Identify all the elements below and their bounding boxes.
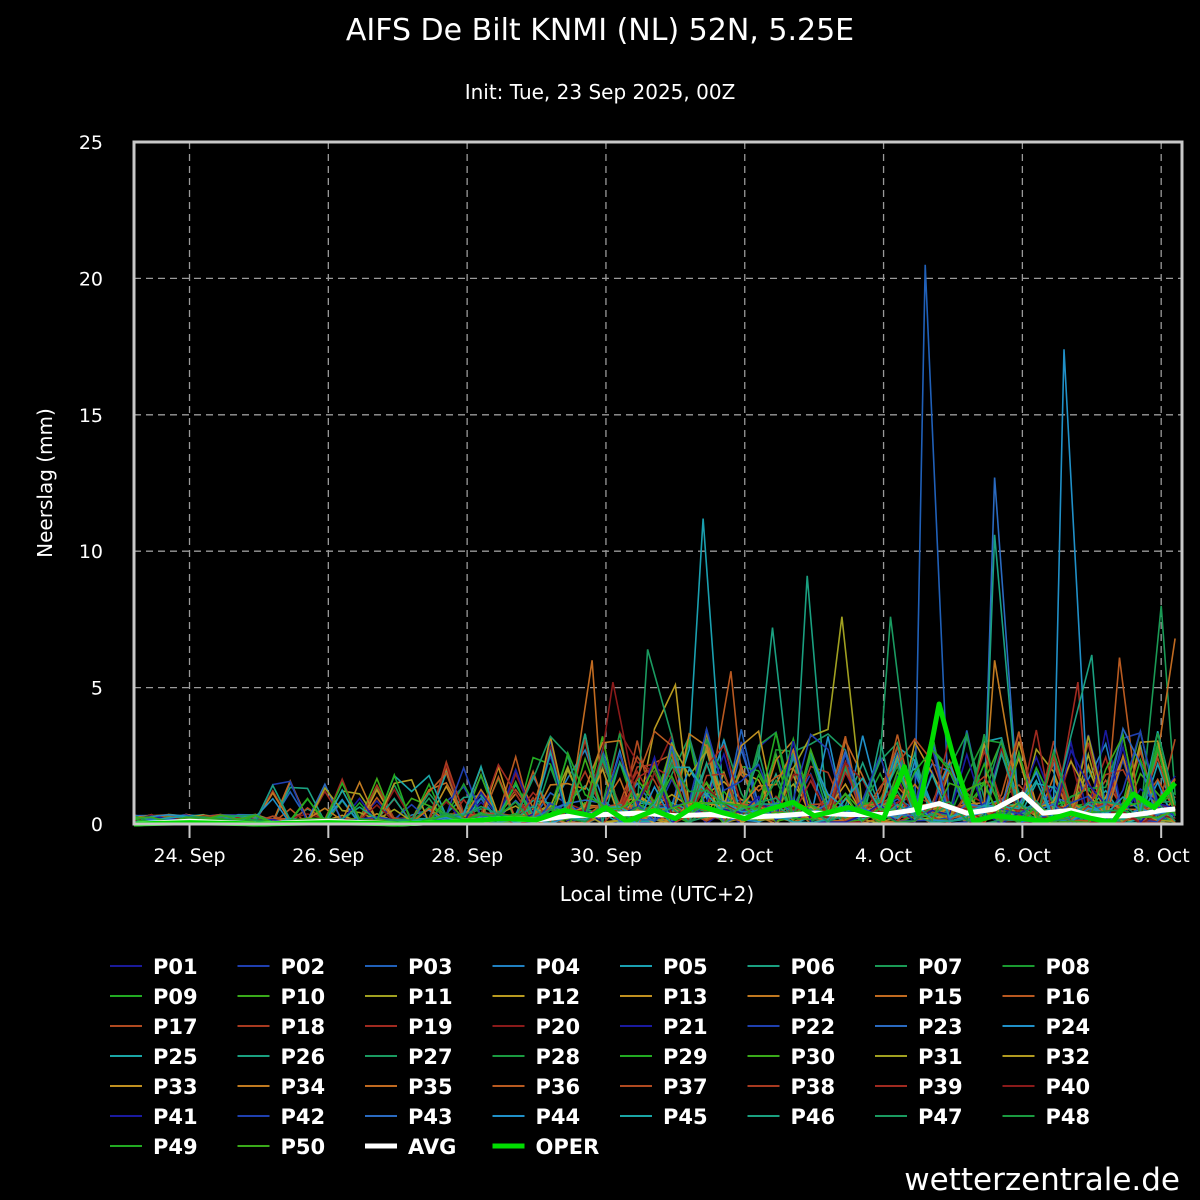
x-tick-label: 26. Sep [292,845,364,867]
series-line-p05 [133,518,1176,825]
legend-label-p31: P31 [918,1045,963,1069]
legend-label-p32: P32 [1046,1045,1091,1069]
legend-label-p36: P36 [536,1075,581,1099]
legend-label-p24: P24 [1046,1015,1091,1039]
legend-label-p18: P18 [281,1015,326,1039]
legend-label-p14: P14 [791,985,836,1009]
legend-label-p09: P09 [153,985,198,1009]
legend-label-p29: P29 [663,1045,708,1069]
y-tick-label: 15 [79,405,103,427]
x-tick-label: 24. Sep [153,845,225,867]
x-tick-label: 30. Sep [570,845,642,867]
grid-lines [134,142,1182,824]
series-line-p49 [133,732,1176,825]
legend-label-p30: P30 [791,1045,836,1069]
legend-label-p10: P10 [281,985,326,1009]
legend-label-p17: P17 [153,1015,198,1039]
highlight-lines [133,701,1178,827]
y-tick-label: 25 [79,132,103,154]
plot-frame [132,140,1184,826]
y-tick-label: 0 [91,814,103,836]
series-line-p03 [133,264,1176,825]
legend-label-p49: P49 [153,1135,198,1159]
legend-label-p03: P03 [408,955,453,979]
x-tick-label: 8. Oct [1133,845,1190,867]
legend-label-p25: P25 [153,1045,198,1069]
y-axis-ticks: 0 5 10 15 20 25 [79,132,103,836]
legend-label-p06: P06 [791,955,836,979]
legend-label-p13: P13 [663,985,708,1009]
y-tick-label: 10 [79,541,103,563]
legend-label-p42: P42 [281,1105,326,1129]
watermark: wetterzentrale.de [904,1162,1180,1198]
legend-label-p35: P35 [408,1075,453,1099]
x-tick-label: 6. Oct [994,845,1051,867]
legend-label-p16: P16 [1046,985,1091,1009]
chart-subtitle: Init: Tue, 23 Sep 2025, 00Z [465,80,736,104]
legend-label-p26: P26 [281,1045,326,1069]
legend-label-p33: P33 [153,1075,198,1099]
series-line-oper [133,701,1178,827]
legend-label-p23: P23 [918,1015,963,1039]
legend-label-p46: P46 [791,1105,836,1129]
legend-label-p40: P40 [1046,1075,1091,1099]
legend-label-p48: P48 [1046,1105,1091,1129]
legend-label-p45: P45 [663,1105,708,1129]
legend-label-p01: P01 [153,955,198,979]
legend-label-p50: P50 [281,1135,326,1159]
x-tick-label: 2. Oct [716,845,773,867]
chart-title: AIFS De Bilt KNMI (NL) 52N, 5.25E [346,13,854,48]
legend-label-p02: P02 [281,955,326,979]
legend: P01 P02 P03 P04 P05 P06 P07 P08 P09 P10 P11 P12 P13 P… [110,955,1090,1159]
x-tick-label: 4. Oct [855,845,912,867]
legend-label-p20: P20 [536,1015,581,1039]
legend-label-p21: P21 [663,1015,708,1039]
legend-label-p39: P39 [918,1075,963,1099]
y-axis-label: Neerslag (mm) [33,408,57,558]
legend-label-p19: P19 [408,1015,453,1039]
legend-label-oper: OPER [536,1135,600,1159]
legend-label-p34: P34 [281,1075,326,1099]
y-tick-label: 5 [91,678,103,700]
legend-label-avg: AVG [408,1135,456,1159]
legend-label-p38: P38 [791,1075,836,1099]
legend-label-p07: P07 [918,955,963,979]
legend-label-p43: P43 [408,1105,453,1129]
x-axis-ticks: 24. Sep 26. Sep 28. Sep 30. Sep 2. Oct 4. Oct… [153,824,1190,867]
legend-label-p37: P37 [663,1075,708,1099]
legend-label-p12: P12 [536,985,581,1009]
legend-label-p05: P05 [663,955,708,979]
legend-label-p08: P08 [1046,955,1091,979]
legend-label-p15: P15 [918,985,963,1009]
legend-label-p22: P22 [791,1015,836,1039]
x-axis-label: Local time (UTC+2) [560,882,754,906]
legend-label-p44: P44 [536,1105,581,1129]
x-tick-label: 28. Sep [431,845,503,867]
ensemble-lines [133,264,1176,827]
series-line-p36 [133,657,1176,825]
y-tick-label: 20 [79,268,103,290]
legend-label-p47: P47 [918,1105,963,1129]
legend-label-p28: P28 [536,1045,581,1069]
legend-label-p04: P04 [536,955,581,979]
legend-label-p41: P41 [153,1105,198,1129]
series-line-p50 [133,733,1176,825]
legend-label-p27: P27 [408,1045,453,1069]
legend-label-p11: P11 [408,985,453,1009]
